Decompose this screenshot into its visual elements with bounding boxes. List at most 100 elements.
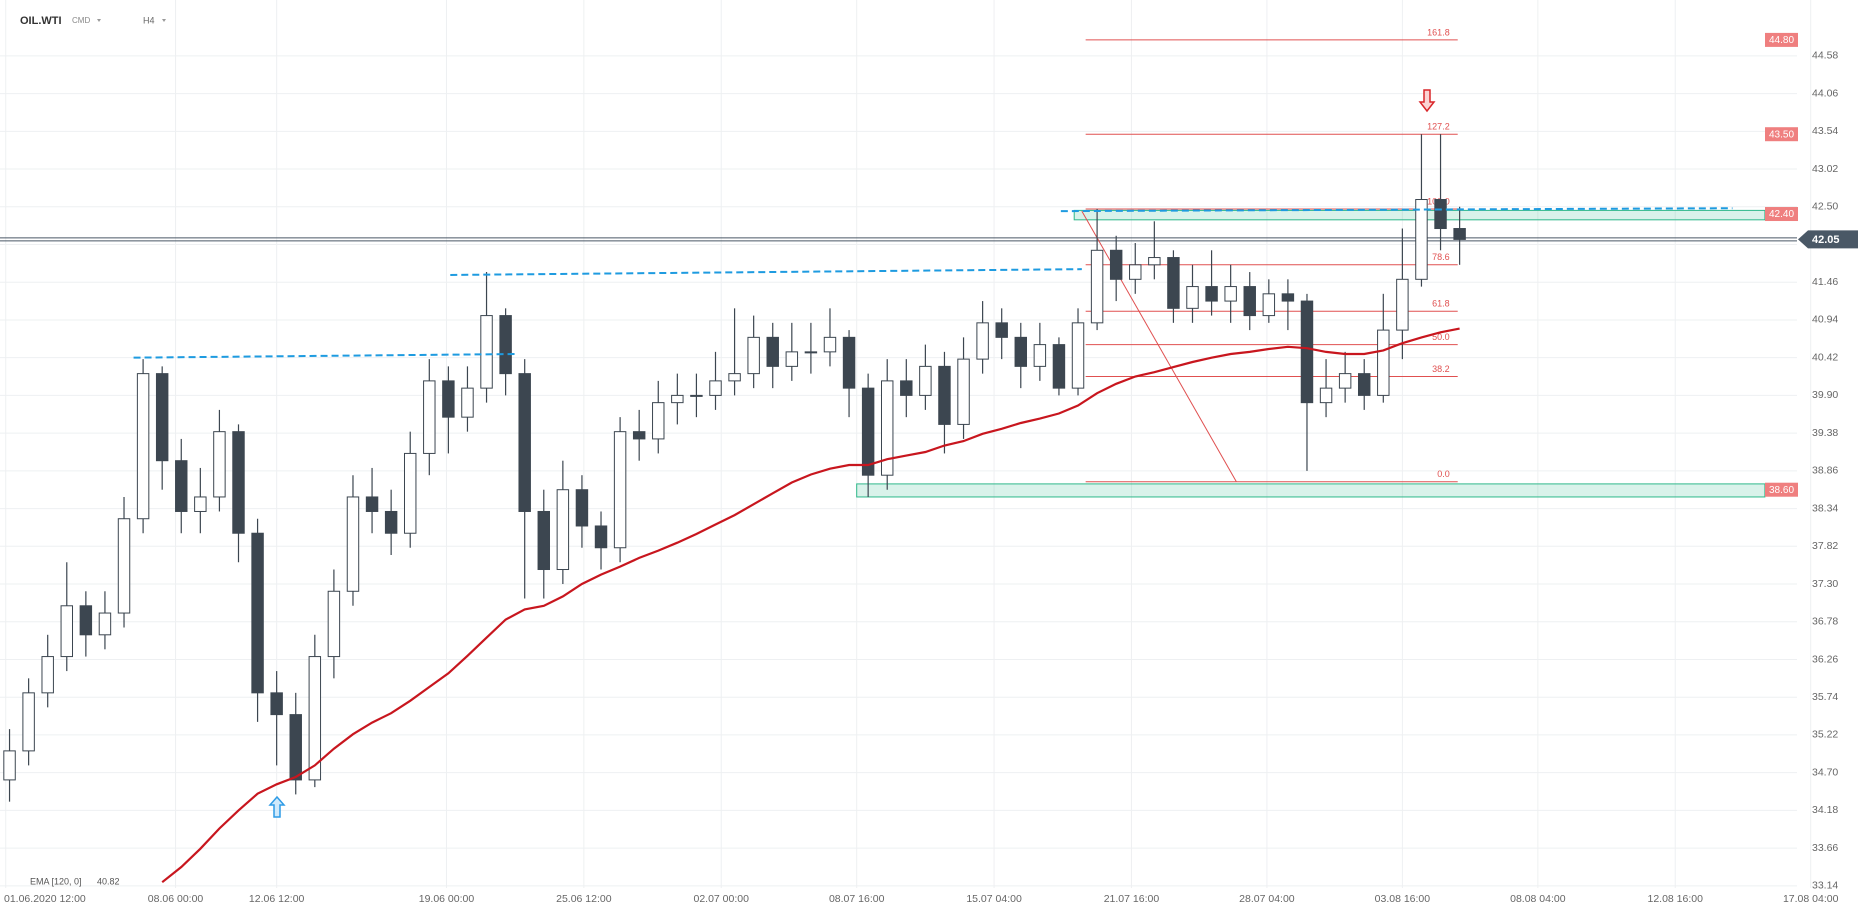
y-tick-label: 36.26: [1812, 653, 1838, 665]
y-tick-label: 39.90: [1812, 389, 1838, 401]
candle-body: [117, 518, 131, 614]
y-tick-label: 38.86: [1812, 465, 1838, 477]
candle-body: [919, 365, 932, 396]
fib-label: 0.0: [1437, 469, 1450, 479]
candle-body: [499, 315, 512, 375]
candle-body: [1377, 329, 1390, 396]
x-tick-label: 02.07 00:00: [693, 893, 749, 905]
candle-body: [232, 431, 245, 534]
candle-body: [60, 605, 74, 658]
trend-line: [133, 353, 516, 359]
candle-body: [785, 351, 799, 367]
x-tick-label: 15.07 04:00: [966, 893, 1022, 905]
y-tick-label: 44.58: [1812, 50, 1838, 62]
candle-body: [346, 496, 360, 592]
fib-label: 78.6: [1432, 252, 1450, 262]
ema-legend-value: 40.82: [97, 876, 120, 886]
y-tick-label: 40.42: [1812, 351, 1838, 363]
candle-body: [613, 431, 627, 549]
candle-body: [671, 394, 684, 404]
x-tick-label: 17.08 04:00: [1783, 893, 1839, 905]
candle-body: [995, 322, 1008, 338]
candle-body: [1357, 373, 1371, 396]
x-tick-label: 12.08 16:00: [1647, 893, 1703, 905]
candle-body: [461, 387, 474, 418]
candle-body: [1338, 373, 1352, 389]
x-tick-label: 03.08 16:00: [1375, 893, 1431, 905]
y-tick-label: 38.34: [1812, 502, 1838, 514]
candle-body: [270, 692, 283, 716]
y-tick-label: 33.66: [1812, 842, 1838, 854]
plot: 161.8127.2100.078.661.850.038.20.044.804…: [0, 27, 1798, 884]
candle-body: [1205, 286, 1218, 302]
x-tick-label: 08.06 00:00: [148, 893, 204, 905]
candle-body: [1090, 249, 1104, 324]
y-tick-label: 37.30: [1812, 578, 1838, 590]
candle-body: [289, 714, 302, 781]
candle-body: [1453, 228, 1466, 240]
candle-body: [327, 590, 341, 658]
price-tag-label: 44.80: [1769, 35, 1794, 46]
candle-body: [155, 373, 169, 462]
candle-body: [594, 525, 608, 549]
candle-body: [384, 510, 398, 534]
interval[interactable]: H4: [143, 15, 155, 25]
candle-body: [1281, 293, 1295, 302]
candle-body: [41, 656, 54, 694]
market: CMD: [72, 16, 90, 25]
sell-arrow: [1418, 89, 1436, 113]
candle-body: [213, 431, 226, 498]
candle-body: [1224, 286, 1237, 302]
fib-label: 50.0: [1432, 332, 1450, 342]
x-tick-label: 21.07 16:00: [1104, 893, 1160, 905]
x-tick-label: 01.06.2020 12:00: [4, 893, 86, 905]
candle-body: [938, 365, 951, 425]
candle-body: [575, 489, 589, 527]
candle-body: [1300, 300, 1314, 404]
candle-body: [1033, 344, 1047, 367]
y-tick-label: 43.02: [1812, 163, 1838, 175]
x-tick-label: 28.07 04:00: [1239, 893, 1295, 905]
candle-body: [1243, 286, 1256, 317]
symbol[interactable]: OIL.WTI: [20, 15, 62, 27]
price-tag: [1765, 207, 1798, 222]
candle-body: [709, 380, 722, 396]
candle-body: [728, 373, 741, 382]
y-tick-label: 33.14: [1812, 880, 1838, 892]
zone: [856, 483, 1766, 498]
candle-body: [880, 380, 894, 476]
y-tick-label: 40.94: [1812, 314, 1838, 326]
candle-body: [1109, 249, 1123, 280]
candle-body: [1186, 286, 1199, 309]
price-tag: [1765, 127, 1798, 142]
candle-body: [976, 322, 989, 360]
y-tick-label: 34.70: [1812, 766, 1838, 778]
candle-body: [22, 692, 35, 752]
candle-body: [1319, 387, 1333, 404]
last-price-label: 42.05: [1812, 234, 1840, 246]
x-tick-label: 25.06 12:00: [556, 893, 612, 905]
ema-legend: EMA [120, 0]: [30, 876, 82, 886]
candle-body: [442, 380, 455, 418]
y-tick-label: 41.46: [1812, 276, 1838, 288]
candle-body: [194, 496, 207, 512]
candle-body: [900, 380, 913, 396]
x-tick-label: 08.07 16:00: [829, 893, 885, 905]
candle-body: [136, 373, 150, 520]
dropdown-icon[interactable]: [162, 19, 166, 22]
candle-body: [652, 402, 665, 440]
price-tag-label: 38.60: [1769, 485, 1794, 496]
x-tick-label: 19.06 00:00: [419, 893, 475, 905]
y-tick-label: 44.06: [1812, 87, 1838, 99]
y-tick-label: 36.78: [1812, 616, 1838, 628]
candle-body: [1052, 344, 1066, 389]
candle-body: [804, 351, 818, 354]
candle-body: [1434, 199, 1447, 230]
candle-body: [79, 605, 93, 636]
fib-label: 38.2: [1432, 364, 1450, 374]
dropdown-icon[interactable]: [97, 19, 101, 22]
candle-body: [747, 336, 760, 375]
candle-body: [175, 460, 188, 512]
candle-body: [480, 315, 493, 389]
